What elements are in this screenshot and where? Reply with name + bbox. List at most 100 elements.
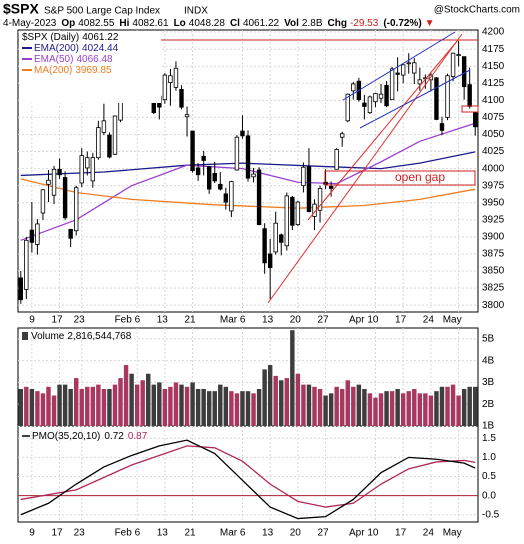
legend-value: 0.72 [104, 431, 124, 442]
security-name: S&P 500 Large Cap Index [44, 6, 160, 17]
candle-body [162, 74, 168, 101]
volume-legend: Volume 2,816,544,768 [31, 331, 132, 342]
candle-body [245, 135, 251, 179]
y-tick-label: -0.5 [482, 509, 500, 520]
y-tick-label: 0.0 [482, 490, 496, 501]
y-tick-label: 3800 [482, 300, 505, 311]
legend-entry: EMA(50) 4066.48 [34, 54, 113, 65]
candle-body [184, 114, 190, 118]
exchange: INDX [184, 6, 208, 17]
volume-bar [229, 391, 234, 426]
volume-bar [146, 373, 151, 426]
volume-bar [79, 388, 84, 426]
candle-body [73, 187, 79, 232]
volume-bar [395, 388, 400, 426]
candle-body [35, 223, 40, 245]
x-tick-label: Mar 6 [220, 315, 246, 326]
candle-body [168, 75, 173, 83]
candle-body [434, 77, 439, 120]
candle-body [378, 93, 384, 99]
volume-bar [445, 386, 450, 426]
volume-bar [301, 384, 306, 426]
pmo-panel [17, 425, 479, 523]
volume-bar [345, 380, 350, 426]
candle-body [201, 155, 206, 161]
volume-bar [456, 395, 461, 426]
candle-body [179, 89, 184, 108]
volume-bar [312, 386, 317, 426]
x-tick-label: May [443, 315, 462, 326]
volume-bar [362, 388, 367, 426]
x-tick-label: 21 [184, 315, 196, 326]
volume-bar [18, 388, 23, 426]
x-tick-label: 17 [395, 528, 407, 539]
volume-bar [251, 393, 256, 426]
date: 4-May-2023 [3, 18, 57, 29]
volume-bar [290, 330, 295, 426]
y-tick-label: 3B [482, 377, 495, 388]
quote-value: 4048.28 [189, 18, 226, 29]
volume-bar [317, 388, 323, 426]
candle-body [328, 185, 334, 189]
quote-label: Cl [230, 18, 240, 29]
volume-bar [323, 395, 328, 426]
x-tick-label: Feb 6 [115, 528, 141, 539]
volume-bar [40, 393, 46, 426]
candle-body [439, 123, 445, 131]
volume-bar [351, 386, 356, 426]
quote-value: ▼ [425, 18, 435, 29]
volume-bar [85, 386, 90, 426]
volume-bar [51, 395, 57, 426]
header: $SPX S&P 500 Large Cap Index INDX @Stock… [3, 1, 520, 29]
quote-value: -29.53 [350, 18, 379, 29]
volume-bar [140, 380, 145, 426]
volume-bar [118, 378, 123, 426]
quote: 4-May-2023 Op 4082.55 Hi 4082.61 Lo 4048.28 Cl 4… [3, 18, 435, 29]
channel-line [342, 31, 456, 101]
x-tick-label: Feb 6 [115, 315, 141, 326]
legend-name: MA(200) [34, 65, 72, 76]
x-tick-label: 13 [262, 315, 274, 326]
y-tick-label: 4B [482, 355, 495, 366]
legend-name: EMA(50) [34, 54, 73, 65]
x-tick-label: 20 [290, 315, 302, 326]
volume-bar [96, 384, 101, 426]
line-series [20, 178, 476, 209]
quote-label: Op [61, 18, 75, 29]
volume-bar [284, 378, 290, 426]
candle-body [262, 228, 267, 264]
volume-bar [157, 382, 162, 426]
candle-body [256, 169, 262, 226]
y-tick-label: 4175 [482, 44, 505, 55]
volume-bar [340, 388, 345, 426]
candle-body [107, 134, 112, 158]
volume-bar [57, 384, 62, 426]
volume-bar [450, 384, 456, 426]
line-series [20, 439, 476, 520]
volume-bar [378, 393, 384, 426]
trend-line [307, 39, 459, 221]
volume-bar [184, 386, 190, 426]
candle-body [417, 79, 423, 85]
volume-bar [367, 393, 373, 426]
volume-bar [262, 369, 267, 426]
candle-body [267, 253, 273, 269]
line-series [20, 151, 476, 177]
y-tick-label: 1B [482, 421, 495, 432]
candle-body [373, 93, 378, 103]
volume-bar [24, 386, 29, 426]
legend-name: PMO(35,20,10) [32, 431, 100, 442]
candle-body [334, 149, 339, 170]
volume-bar [151, 384, 156, 426]
volume-bar [190, 382, 195, 426]
candle-body [456, 54, 461, 56]
candle-body [46, 179, 51, 185]
y-tick-label: 3825 [482, 283, 505, 294]
candle-body [445, 75, 450, 118]
volume-bar [195, 388, 201, 426]
candle-body [295, 201, 301, 226]
y-tick-label: 4100 [482, 95, 505, 106]
candle-body [473, 111, 478, 128]
candle-body [389, 68, 395, 101]
